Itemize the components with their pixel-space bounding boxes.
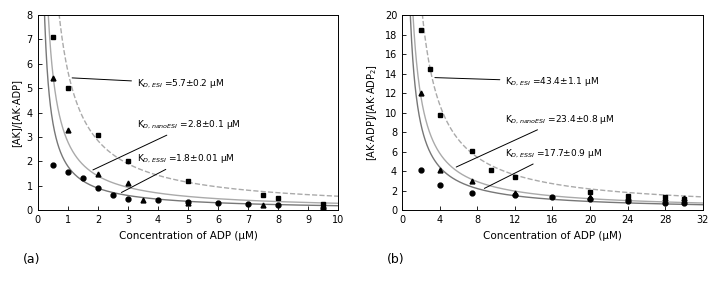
Text: K$_{D, ESSI}$ =17.7±0.9 μM: K$_{D, ESSI}$ =17.7±0.9 μM — [485, 147, 603, 188]
Text: K$_{D, ESI}$ =5.7±0.2 μM: K$_{D, ESI}$ =5.7±0.2 μM — [72, 77, 224, 90]
Text: K$_{D, nanoESI}$ =23.4±0.8 μM: K$_{D, nanoESI}$ =23.4±0.8 μM — [456, 113, 615, 167]
X-axis label: Concentration of ADP (μM): Concentration of ADP (μM) — [119, 230, 258, 241]
Y-axis label: [AK·ADP]/[AK·ADP$_2$]: [AK·ADP]/[AK·ADP$_2$] — [366, 64, 379, 161]
Text: (a): (a) — [23, 253, 40, 266]
Text: K$_{D, ESSI}$ =1.8±0.01 μM: K$_{D, ESSI}$ =1.8±0.01 μM — [122, 153, 235, 193]
Text: K$_{D, nanoESI}$ =2.8±0.1 μM: K$_{D, nanoESI}$ =2.8±0.1 μM — [93, 118, 240, 170]
Text: (b): (b) — [387, 253, 405, 266]
Text: K$_{D, ESI}$ =43.4±1.1 μM: K$_{D, ESI}$ =43.4±1.1 μM — [435, 75, 599, 88]
X-axis label: Concentration of ADP (μM): Concentration of ADP (μM) — [483, 230, 622, 241]
Y-axis label: [AK]/[AK·ADP]: [AK]/[AK·ADP] — [11, 79, 21, 147]
